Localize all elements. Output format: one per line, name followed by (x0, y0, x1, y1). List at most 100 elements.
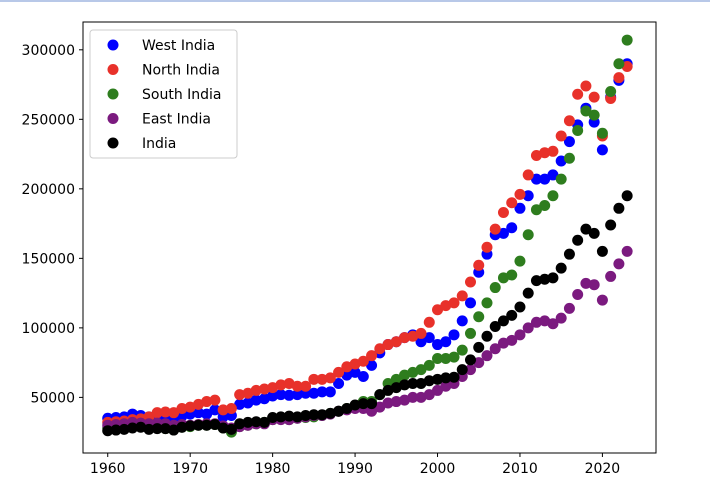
data-point (481, 330, 493, 342)
data-point (258, 416, 270, 428)
data-point (539, 173, 551, 185)
data-point (596, 127, 608, 139)
data-point (102, 425, 114, 437)
data-point (530, 275, 542, 287)
data-point (308, 387, 320, 399)
data-point (118, 423, 130, 435)
data-point (522, 229, 534, 241)
data-point (432, 373, 444, 385)
data-point (522, 169, 534, 181)
data-point (250, 384, 262, 396)
data-point (135, 421, 147, 433)
data-point (374, 401, 386, 413)
data-point (489, 343, 501, 355)
data-point (267, 390, 279, 402)
data-point (506, 334, 518, 346)
y-axis: 50000 100000 150000 200000 250000 300000 (22, 43, 83, 406)
data-point (621, 245, 633, 257)
x-tick-label: 1960 (90, 461, 126, 477)
data-point (613, 202, 625, 214)
data-point (201, 419, 213, 431)
data-point (547, 169, 559, 181)
data-point (506, 269, 518, 281)
legend-marker (107, 137, 119, 149)
data-point (555, 262, 567, 274)
legend-marker (107, 39, 119, 51)
legend-label: North India (142, 63, 220, 79)
plot-frame (82, 21, 657, 454)
data-point (201, 396, 213, 408)
data-point (399, 379, 411, 391)
data-point (506, 309, 518, 321)
legend-marker (107, 113, 119, 124)
x-tick-label: 2010 (502, 461, 538, 477)
data-point (481, 241, 493, 253)
data-point (291, 380, 303, 392)
legend-item: South India (107, 87, 222, 103)
data-point (258, 383, 270, 395)
data-point (225, 403, 237, 415)
data-point (234, 398, 246, 410)
data-point (349, 366, 361, 378)
data-point (151, 423, 163, 435)
data-point (440, 372, 452, 384)
data-point (464, 297, 476, 309)
legend-label: South India (142, 87, 222, 103)
data-point (283, 389, 295, 401)
data-point (209, 418, 221, 430)
data-point (176, 403, 188, 415)
data-point (423, 359, 435, 371)
data-point (415, 336, 427, 348)
data-point (473, 311, 485, 323)
data-point (596, 245, 608, 257)
data-point (308, 373, 320, 385)
data-point (217, 422, 229, 434)
series-north-india (102, 60, 633, 428)
x-tick-label: 1970 (172, 461, 208, 477)
data-point (563, 152, 575, 164)
data-point (547, 190, 559, 202)
x-tick-label: 1990 (337, 461, 373, 477)
data-point (423, 375, 435, 387)
data-point (572, 289, 584, 301)
data-point (275, 411, 287, 423)
data-point (514, 255, 526, 267)
data-point (621, 34, 633, 46)
data-point (324, 386, 336, 398)
data-point (390, 373, 402, 385)
data-point (316, 386, 328, 398)
data-point (366, 398, 378, 410)
data-point (613, 58, 625, 70)
x-tick-label: 2000 (420, 461, 456, 477)
data-point (357, 355, 369, 367)
data-point (250, 416, 262, 428)
data-point (300, 409, 312, 421)
data-point (514, 301, 526, 313)
data-point (547, 272, 559, 284)
data-point (201, 408, 213, 420)
data-point (580, 80, 592, 92)
data-point (159, 406, 171, 418)
data-point (225, 423, 237, 435)
data-point (184, 420, 196, 432)
legend-label: East India (142, 112, 211, 128)
data-point (159, 423, 171, 435)
data-point (588, 109, 600, 121)
data-point (448, 329, 460, 341)
legend-label: West India (142, 38, 215, 54)
data-point (506, 222, 518, 234)
x-tick-label: 2020 (585, 461, 621, 477)
data-point (143, 423, 155, 435)
data-point (621, 190, 633, 202)
data-point (605, 86, 617, 98)
data-point (291, 389, 303, 401)
data-point (497, 315, 509, 327)
data-point (382, 397, 394, 409)
data-point (432, 384, 444, 396)
data-point (530, 173, 542, 185)
data-point (192, 407, 204, 419)
series-india (102, 190, 633, 437)
data-point (110, 424, 122, 436)
data-point (464, 327, 476, 339)
data-point (555, 312, 567, 324)
